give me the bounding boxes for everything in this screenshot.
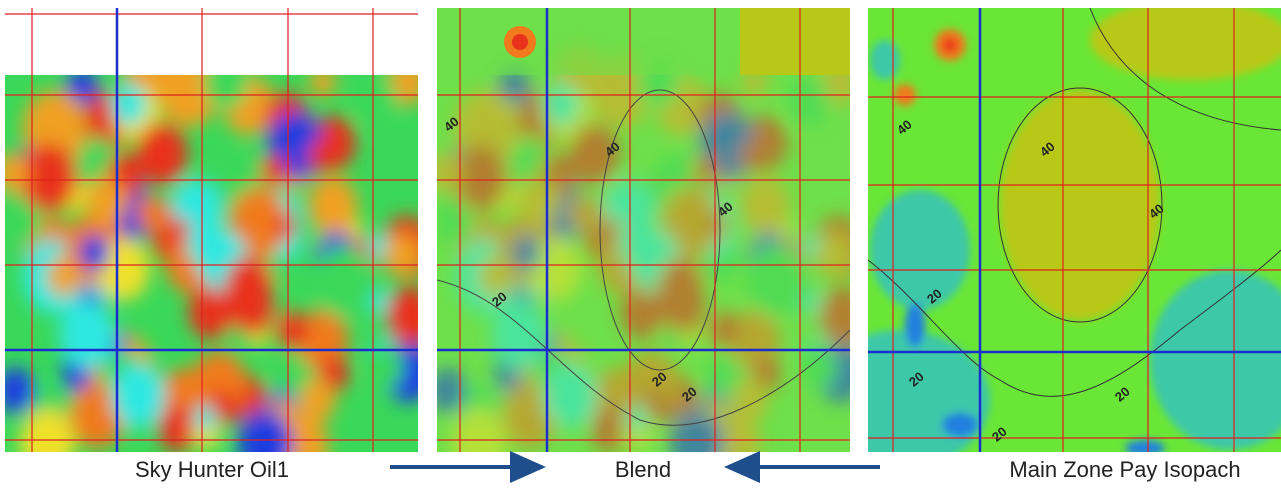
- blob: [427, 152, 461, 192]
- blob: [740, 176, 789, 235]
- blob: [732, 379, 768, 422]
- blob: [59, 301, 115, 368]
- blob: [619, 217, 660, 266]
- blob: [20, 143, 77, 212]
- caption: Main Zone Pay Isopach: [1009, 457, 1240, 482]
- blob: [261, 154, 288, 186]
- blend-panel: [427, 8, 868, 479]
- blob: [452, 143, 509, 212]
- blob: [47, 256, 81, 297]
- figure: 40404020202040404020202020 Sky Hunter Oi…: [0, 0, 1281, 489]
- blob: [136, 123, 188, 185]
- blob: [355, 75, 398, 127]
- blob: [276, 311, 308, 349]
- blob: [518, 176, 559, 225]
- blob: [670, 410, 725, 476]
- blob: [136, 195, 167, 232]
- zone: [1125, 440, 1165, 456]
- blob: [708, 311, 740, 349]
- blob: [800, 346, 836, 389]
- blob: [479, 256, 513, 297]
- blob: [158, 405, 197, 452]
- blob: [816, 233, 853, 278]
- caption: Blend: [615, 457, 671, 482]
- zone: [943, 38, 957, 52]
- caption: Sky Hunter Oil1: [135, 457, 289, 482]
- blob: [111, 364, 165, 429]
- zone: [870, 40, 900, 80]
- blob: [539, 155, 563, 184]
- hot-spot: [512, 34, 528, 50]
- blob: [194, 405, 216, 432]
- zone: [942, 413, 978, 437]
- zone: [870, 190, 970, 310]
- isopach-panel: [810, 0, 1281, 470]
- blob: [384, 233, 421, 278]
- blob: [787, 75, 830, 127]
- zone: [894, 84, 916, 106]
- blob: [568, 195, 599, 232]
- blob: [275, 214, 296, 239]
- blob: [746, 246, 806, 318]
- blob: [511, 235, 541, 271]
- blob: [20, 409, 75, 475]
- blob: [429, 368, 467, 414]
- blob: [491, 301, 547, 368]
- zone: [1000, 90, 1160, 320]
- blob: [590, 405, 629, 452]
- blob: [204, 55, 249, 109]
- blob: [314, 246, 374, 318]
- blob: [386, 287, 435, 346]
- olive-zone: [740, 8, 850, 75]
- seismic-panel: [0, 45, 436, 479]
- blob: [308, 176, 357, 235]
- blob: [326, 128, 349, 155]
- blob: [310, 66, 336, 97]
- blob: [107, 155, 131, 184]
- blob: [543, 364, 597, 429]
- blob: [86, 176, 127, 225]
- blob: [79, 235, 109, 271]
- blob: [300, 379, 336, 422]
- blob: [187, 217, 228, 266]
- blob: [758, 128, 781, 155]
- blob: [543, 83, 579, 126]
- zone: [1090, 0, 1281, 80]
